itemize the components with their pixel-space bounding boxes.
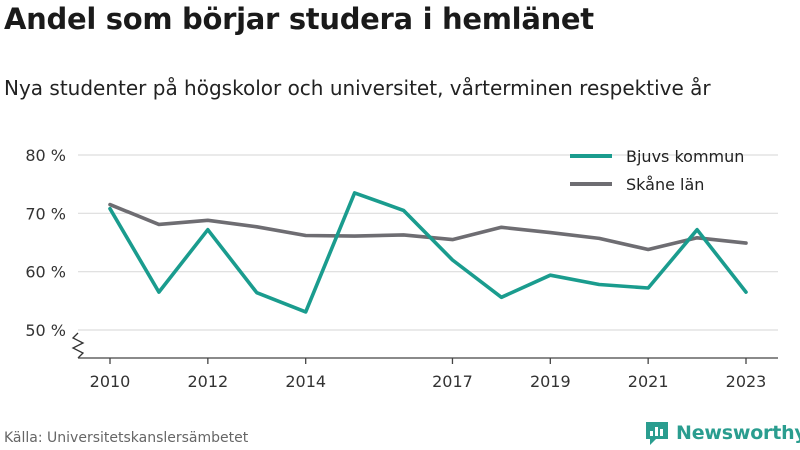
x-tick-label-2012: 2012 (187, 372, 228, 391)
x-tick-label-2014: 2014 (285, 372, 326, 391)
newsworthy-logo: Newsworthy (644, 420, 800, 446)
x-tick-label-2021: 2021 (628, 372, 669, 391)
legend-label-bjuvs-kommun: Bjuvs kommun (626, 147, 744, 166)
y-tick-label-80: 80 % (25, 146, 66, 165)
chart-subtitle: Nya studenter på högskolor och universit… (4, 76, 711, 100)
legend-label-sk-ne-l-n: Skåne län (626, 175, 704, 194)
chart-title: Andel som börjar studera i hemlänet (4, 2, 594, 36)
y-tick-label-60: 60 % (25, 263, 66, 282)
brand-name: Newsworthy (676, 422, 800, 444)
newsworthy-icon (646, 422, 668, 445)
axis-break-mark (71, 332, 85, 359)
series-line-bjuvs-kommun (108, 191, 748, 314)
x-axis: 2010 2012 2014 2017 2019 2021 2023 (78, 357, 778, 391)
x-tick-label-2023: 2023 (726, 372, 767, 391)
y-tick-label-50: 50 % (25, 321, 66, 340)
series-lines (108, 191, 748, 314)
y-tick-label-70: 70 % (25, 204, 66, 223)
x-tick-label-2019: 2019 (530, 372, 571, 391)
y-axis: 50 % 60 % 70 % 80 % (25, 146, 85, 359)
line-chart: 50 % 60 % 70 % 80 % 2010 2012 2014 2017 2019 202… (25, 146, 778, 391)
x-tick-label-2017: 2017 (432, 372, 473, 391)
series-line-sk-ne-l-n (108, 202, 748, 252)
source-note: Källa: Universitetskanslersämbetet (4, 430, 249, 446)
x-tick-label-2010: 2010 (90, 372, 131, 391)
legend: Bjuvs kommun Skåne län (570, 147, 744, 194)
